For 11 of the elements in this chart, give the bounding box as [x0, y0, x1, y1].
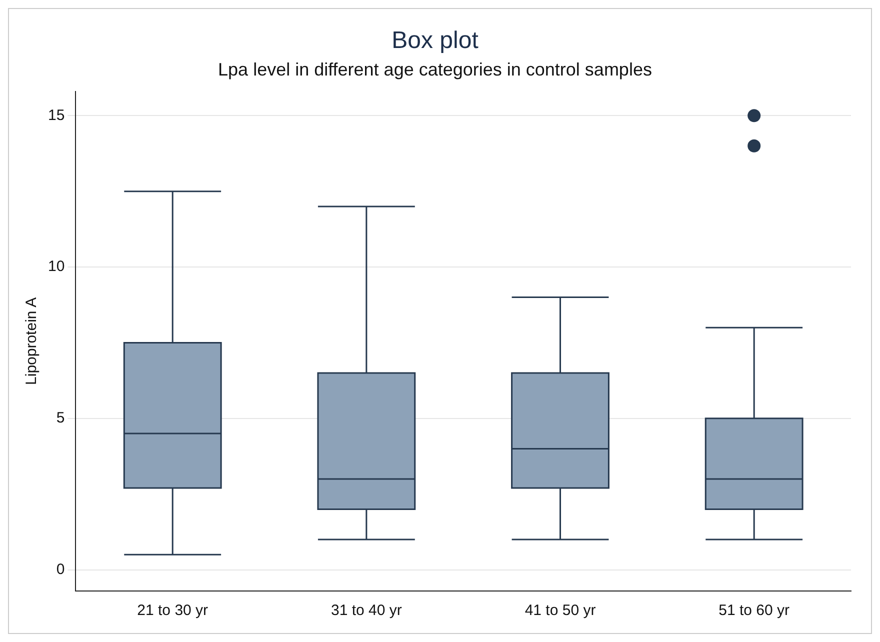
x-tick-label: 21 to 30 yr — [137, 602, 208, 620]
y-tick-label: 10 — [48, 258, 65, 276]
y-axis-title: Lipoprotein A — [23, 297, 40, 385]
y-tick-label: 15 — [48, 106, 65, 124]
x-tick-label: 31 to 40 yr — [330, 602, 402, 620]
y-tick-label: 0 — [56, 560, 65, 578]
x-tick-label: 51 to 60 yr — [718, 602, 790, 620]
chart-subtitle: Lpa level in different age categories in control samples — [218, 60, 652, 80]
x-tick-label: 41 to 50 yr — [524, 602, 596, 620]
chart-title: Box plot — [392, 27, 479, 54]
y-tick-label: 5 — [56, 410, 65, 427]
